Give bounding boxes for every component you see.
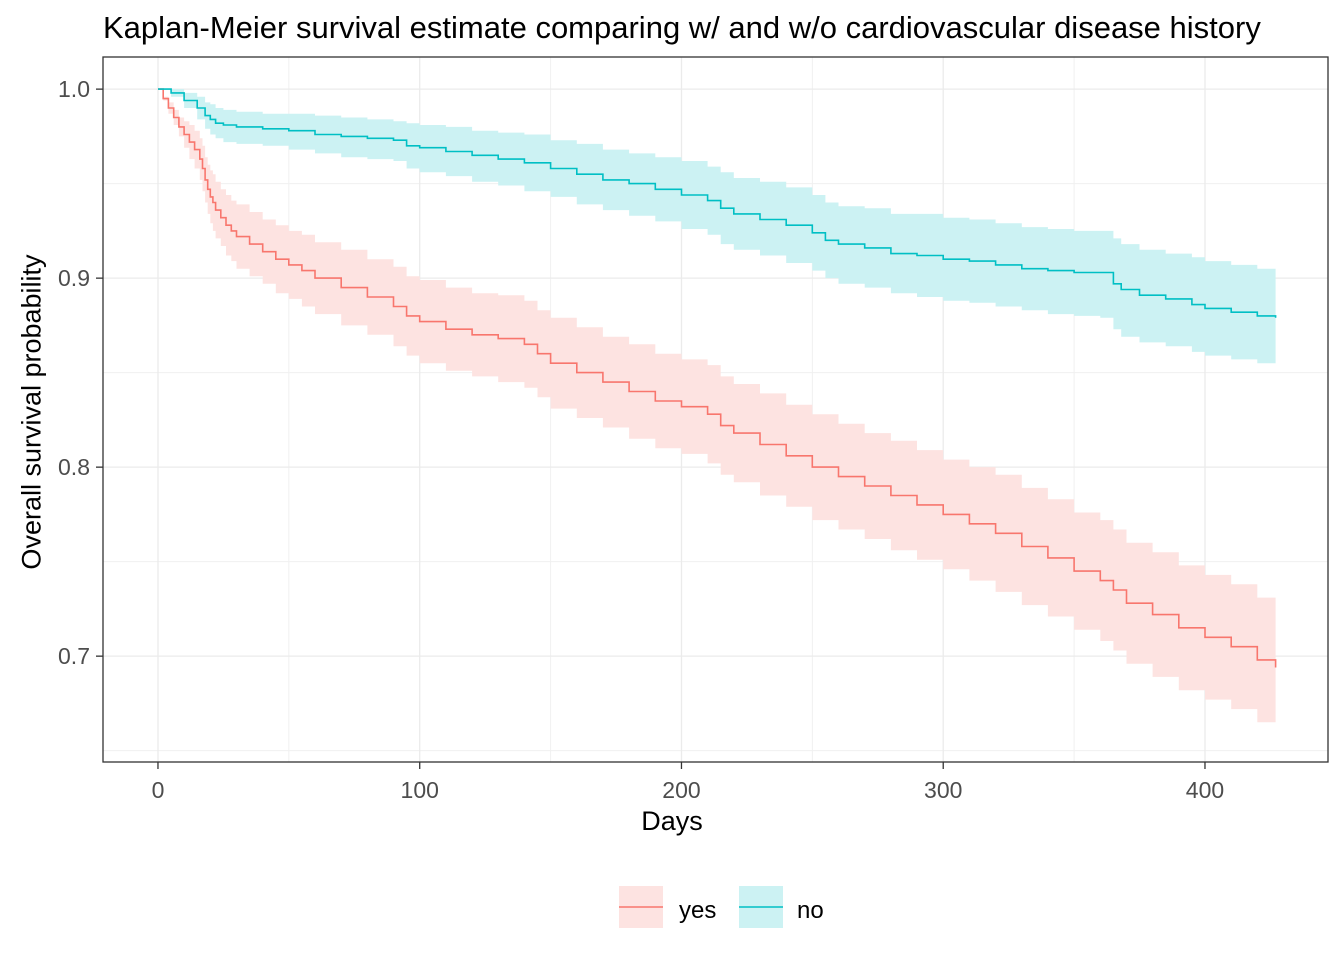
x-tick-label: 400 — [1186, 777, 1224, 803]
confidence-band-no — [158, 89, 1276, 366]
x-tick-label: 200 — [662, 777, 700, 803]
x-tick-label: 100 — [401, 777, 439, 803]
x-axis-ticks: 0 100 200 300 400 — [152, 762, 1224, 803]
confidence-bands — [158, 89, 1276, 730]
y-axis-label: Overall survival probability — [16, 254, 47, 570]
legend-item-yes: yes — [619, 886, 716, 928]
legend-label: yes — [679, 897, 716, 924]
plot-panel-border — [102, 56, 1329, 763]
legend: yes no — [619, 886, 824, 928]
x-axis-label: Days — [641, 806, 703, 836]
x-tick-label: 0 — [152, 777, 165, 803]
y-tick-label: 0.8 — [58, 454, 90, 480]
survival-lines — [158, 88, 1277, 668]
confidence-band-yes — [158, 89, 1276, 730]
legend-label: no — [797, 897, 824, 924]
survival-line-yes — [158, 88, 1277, 668]
x-tick-label: 300 — [924, 777, 962, 803]
chart-title: Kaplan-Meier survival estimate comparing… — [103, 10, 1261, 45]
y-tick-label: 0.9 — [58, 265, 90, 291]
survival-line-no — [158, 88, 1277, 318]
y-axis-ticks: 0.7 0.8 0.9 1.0 — [58, 76, 103, 669]
legend-item-no: no — [739, 886, 824, 928]
y-tick-label: 1.0 — [58, 76, 90, 102]
y-tick-label: 0.7 — [58, 643, 90, 669]
